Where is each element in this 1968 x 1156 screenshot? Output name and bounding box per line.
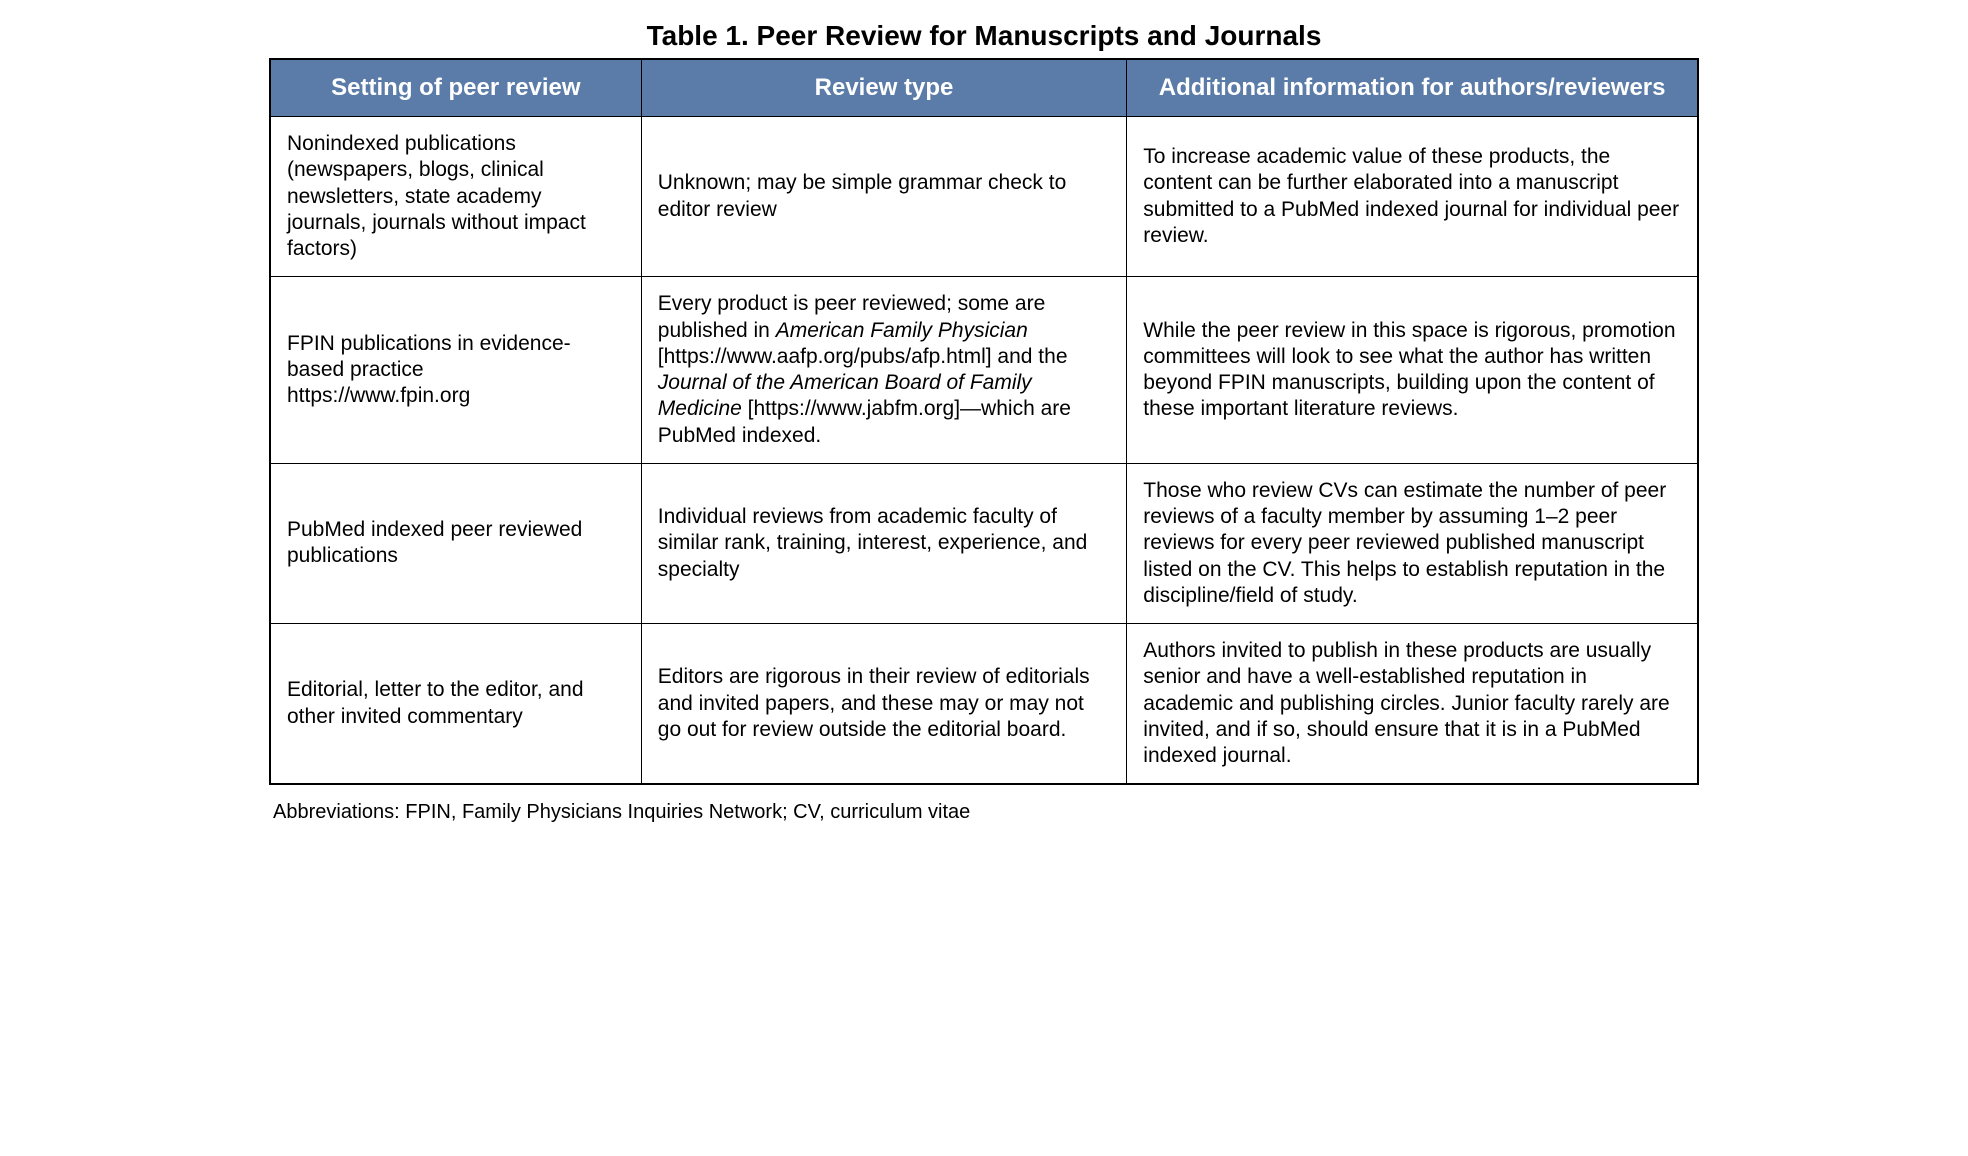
journal-name-italic: American Family Physician [776,319,1028,342]
cell-setting: Editorial, letter to the editor, and oth… [270,624,641,785]
table-title: Table 1. Peer Review for Manuscripts and… [269,20,1699,52]
text-segment: [https://www.aafp.org/pubs/afp.html] and… [658,345,1068,368]
table-row: Editorial, letter to the editor, and oth… [270,624,1698,785]
cell-setting: PubMed indexed peer reviewed publication… [270,463,641,623]
cell-info: Authors invited to publish in these prod… [1127,624,1698,785]
table-header-row: Setting of peer review Review type Addit… [270,59,1698,117]
peer-review-table: Setting of peer review Review type Addit… [269,58,1699,785]
cell-info: Those who review CVs can estimate the nu… [1127,463,1698,623]
col-header-setting: Setting of peer review [270,59,641,117]
table-row: FPIN publications in evidence-based prac… [270,277,1698,464]
cell-review: Unknown; may be simple grammar check to … [641,117,1127,277]
cell-info: While the peer review in this space is r… [1127,277,1698,464]
col-header-info: Additional information for authors/revie… [1127,59,1698,117]
table-row: PubMed indexed peer reviewed publication… [270,463,1698,623]
cell-review: Editors are rigorous in their review of … [641,624,1127,785]
col-header-review: Review type [641,59,1127,117]
cell-setting: Nonindexed publications (newspapers, blo… [270,117,641,277]
cell-review: Individual reviews from academic faculty… [641,463,1127,623]
cell-setting: FPIN publications in evidence-based prac… [270,277,641,464]
table-row: Nonindexed publications (newspapers, blo… [270,117,1698,277]
table-container: Table 1. Peer Review for Manuscripts and… [269,20,1699,824]
table-footnote: Abbreviations: FPIN, Family Physicians I… [269,801,1699,824]
cell-info: To increase academic value of these prod… [1127,117,1698,277]
cell-review: Every product is peer reviewed; some are… [641,277,1127,464]
